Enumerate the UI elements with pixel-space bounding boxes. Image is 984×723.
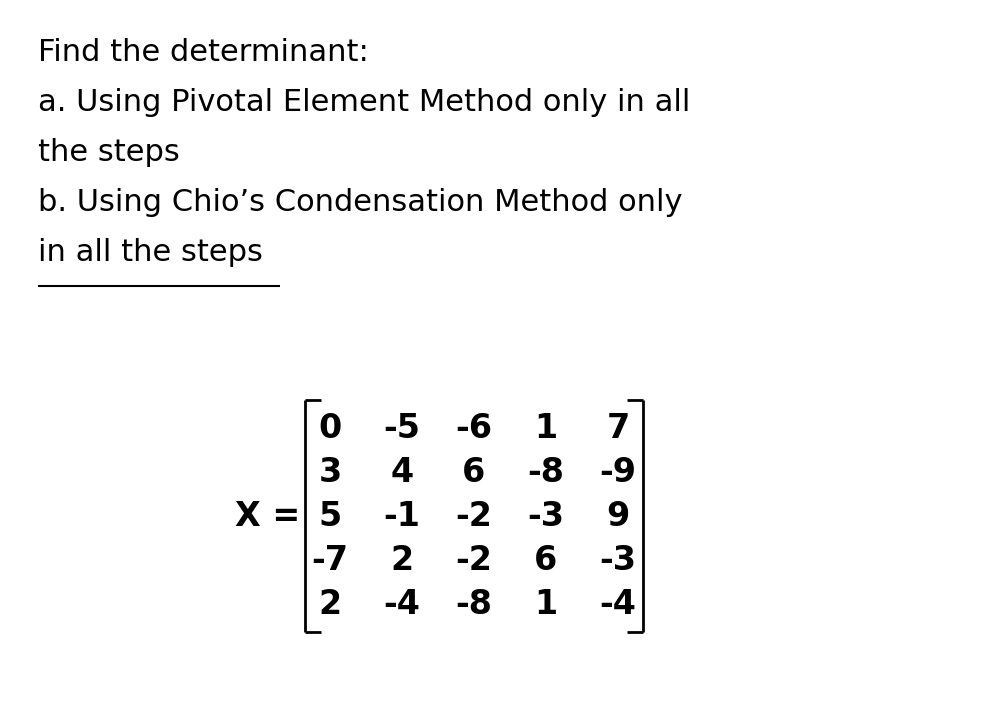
Text: X =: X = (235, 500, 300, 533)
Text: 3: 3 (319, 455, 341, 489)
Text: -7: -7 (312, 544, 348, 576)
Text: 6: 6 (462, 455, 486, 489)
Text: Find the determinant:: Find the determinant: (38, 38, 369, 67)
Text: the steps: the steps (38, 138, 180, 167)
Text: -8: -8 (527, 455, 565, 489)
Text: 0: 0 (319, 411, 341, 445)
Text: in all the steps: in all the steps (38, 238, 263, 267)
Text: 7: 7 (606, 411, 630, 445)
Text: 1: 1 (534, 588, 558, 620)
Text: -1: -1 (384, 500, 420, 533)
Text: 2: 2 (319, 588, 341, 620)
Text: -3: -3 (599, 544, 637, 576)
Text: 2: 2 (391, 544, 413, 576)
Text: 5: 5 (319, 500, 341, 533)
Text: -8: -8 (456, 588, 493, 620)
Text: 9: 9 (606, 500, 630, 533)
Text: 6: 6 (534, 544, 558, 576)
Text: 1: 1 (534, 411, 558, 445)
Text: -2: -2 (456, 500, 492, 533)
Text: a. Using Pivotal Element Method only in all: a. Using Pivotal Element Method only in … (38, 88, 691, 117)
Text: -5: -5 (384, 411, 420, 445)
Text: b. Using Chio’s Condensation Method only: b. Using Chio’s Condensation Method only (38, 188, 683, 217)
Text: -4: -4 (599, 588, 637, 620)
Text: 4: 4 (391, 455, 413, 489)
Text: -2: -2 (456, 544, 492, 576)
Text: -3: -3 (527, 500, 565, 533)
Text: -6: -6 (456, 411, 493, 445)
Text: -9: -9 (599, 455, 637, 489)
Text: -4: -4 (384, 588, 420, 620)
